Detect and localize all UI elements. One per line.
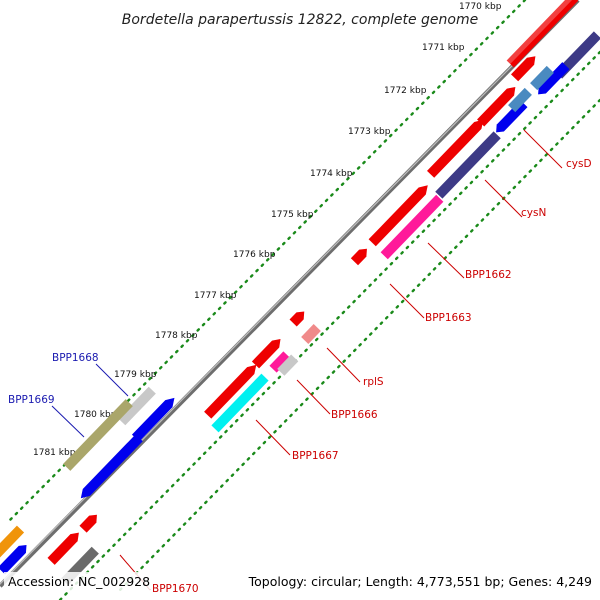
gene-navy-2 xyxy=(435,131,501,199)
gene-red-9 xyxy=(204,364,257,419)
tick-label-1778: 1778 kbp xyxy=(155,331,198,341)
gene-label-bpp1663: BPP1663 xyxy=(425,312,472,324)
gene-red-10 xyxy=(79,514,97,533)
map-title: Bordetella parapertussis 12822, complete… xyxy=(122,12,478,28)
gene-orange-1 xyxy=(0,525,25,559)
gene-label-bpp1666: BPP1666 xyxy=(331,409,378,421)
gene-red-3 xyxy=(477,87,516,127)
gene-label-cysD: cysD xyxy=(566,158,592,170)
gene-olive-1 xyxy=(63,399,133,471)
gene-red-7 xyxy=(289,311,305,327)
tick-label-1770: 1770 kbp xyxy=(459,2,502,12)
accession-text: Accession: NC_002928 xyxy=(8,574,150,589)
gene-red-4 xyxy=(427,119,484,178)
tick-label-1775: 1775 kbp xyxy=(271,210,314,220)
tick-label-1781: 1781 kbp xyxy=(33,448,76,458)
gene-red-6 xyxy=(350,248,367,266)
gene-red-11 xyxy=(47,532,79,565)
tick-label-1774: 1774 kbp xyxy=(310,169,353,179)
gene-blue-1 xyxy=(538,62,570,95)
gene-label-rplS: rplS xyxy=(363,376,384,388)
tick-label-1780: 1780 kbp xyxy=(74,410,117,420)
gene-label-bpp1670: BPP1670 xyxy=(152,583,199,595)
genome-backbone xyxy=(0,0,580,588)
leader-lines xyxy=(51,129,563,591)
gene-red-5 xyxy=(368,185,428,247)
gene-label-bpp1668: BPP1668 xyxy=(52,352,99,364)
tick-label-1776: 1776 kbp xyxy=(233,250,276,260)
gene-blue-5 xyxy=(0,545,27,575)
gene-blue-4 xyxy=(80,434,143,499)
gene-blue-3 xyxy=(131,397,175,442)
gene-red-1 xyxy=(506,0,580,68)
gene-steelblue-2 xyxy=(508,87,532,113)
tick-dot-track xyxy=(6,0,527,524)
gene-label-bpp1667: BPP1667 xyxy=(292,450,339,462)
gene-grey-2 xyxy=(118,386,156,426)
gene-cyan-1 xyxy=(211,373,269,433)
gene-red-8 xyxy=(251,339,281,369)
tick-label-1771: 1771 kbp xyxy=(422,43,465,53)
gene-labels: cysD cysN BPP1662 BPP1663 rplS BPP1666 B… xyxy=(8,158,592,595)
feature-dot-tracks xyxy=(58,50,600,600)
gene-label-bpp1669: BPP1669 xyxy=(8,394,55,406)
tick-labels: 1770 kbp 1771 kbp 1772 kbp 1773 kbp 1774… xyxy=(33,2,502,458)
tick-label-1773: 1773 kbp xyxy=(348,127,391,137)
gene-pink-1 xyxy=(301,324,321,344)
footer: Accession: NC_002928 Topology: circular;… xyxy=(4,572,596,592)
gene-red-2 xyxy=(510,56,536,82)
gene-steelblue-1 xyxy=(530,65,554,91)
gene-grey-1 xyxy=(277,354,299,376)
gene-label-bpp1662: BPP1662 xyxy=(465,269,512,281)
outer-strand-features xyxy=(47,0,580,565)
tick-label-1777: 1777 kbp xyxy=(194,291,237,301)
topology-text: Topology: circular; Length: 4,773,551 bp… xyxy=(248,574,592,589)
inner-strand-features xyxy=(0,31,600,586)
gene-blue-2 xyxy=(496,100,528,133)
tick-label-1772: 1772 kbp xyxy=(384,86,427,96)
gene-magenta-2 xyxy=(269,351,291,373)
gene-magenta-1 xyxy=(380,194,444,260)
tick-label-1779: 1779 kbp xyxy=(114,370,157,380)
gene-label-cysN: cysN xyxy=(521,207,546,219)
